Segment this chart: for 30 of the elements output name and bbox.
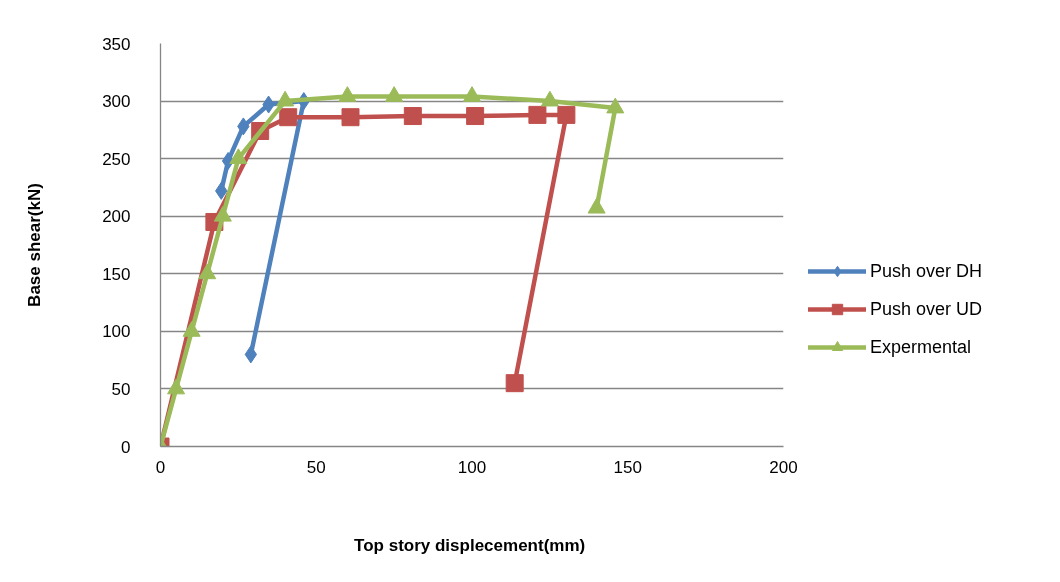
point: [557, 105, 576, 124]
point: [587, 197, 606, 214]
point: [167, 378, 186, 395]
point: [198, 263, 217, 280]
point: [229, 148, 248, 165]
x-tick-label: 100: [457, 457, 487, 477]
y-axis-title: Base shear(kN): [25, 183, 45, 307]
legend-label: Push over DH: [870, 260, 983, 282]
y-tick-label: 250: [102, 149, 131, 169]
legend-label: Push over UD: [870, 298, 983, 320]
point: [528, 105, 547, 124]
legend-label: Expermental: [870, 336, 972, 358]
x-axis-title: Top story displecement(mm): [354, 535, 586, 555]
y-tick-label: 300: [102, 92, 131, 112]
point: [466, 107, 485, 126]
y-tick-label: 150: [102, 264, 131, 284]
y-tick-label: 200: [102, 207, 131, 227]
x-tick-label: 0: [155, 457, 166, 477]
point: [341, 108, 360, 127]
x-tick-label: 200: [769, 457, 798, 477]
y-tick-label: 350: [102, 34, 131, 54]
y-tick-label: 100: [102, 322, 131, 342]
point: [182, 321, 201, 337]
y-tick-label: 50: [111, 379, 131, 399]
x-tick-label: 50: [306, 457, 326, 477]
y-tick-label: 0: [121, 437, 131, 457]
point: [279, 108, 298, 127]
x-tick-label: 150: [613, 457, 642, 477]
point: [213, 205, 232, 222]
point: [403, 107, 422, 126]
